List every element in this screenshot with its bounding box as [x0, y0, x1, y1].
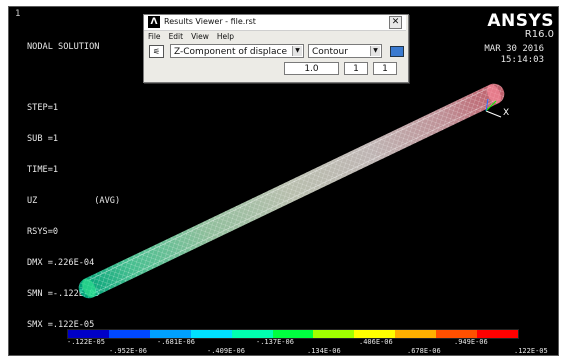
legend-label-bottom-4: .122E-05	[514, 347, 548, 355]
info-line-9: SMX =.122E-05	[27, 319, 95, 330]
legend-band	[436, 330, 478, 338]
rod-body	[78, 83, 505, 299]
info-line-2: STEP=1	[27, 103, 59, 114]
legend-band	[231, 330, 273, 338]
legend-label-top-4: .949E-06	[454, 338, 488, 346]
legend-band	[477, 330, 518, 338]
dialog-title-bar[interactable]: Λ Results Viewer - file.rst ✕	[144, 15, 406, 31]
coordinate-triad: X	[485, 98, 509, 118]
chevron-down-icon: ▼	[370, 46, 380, 56]
solution-info: NODAL SOLUTION STEP=1 SUB =1 TIME=1 UZ (…	[27, 21, 120, 351]
menu-view[interactable]: View	[191, 32, 209, 41]
ansys-logo-text: ANSYS	[487, 11, 554, 31]
timestamp: MAR 30 2016 15:14:03	[484, 44, 544, 66]
legend-label-top-1: -.681E-06	[157, 338, 195, 346]
result-item-select[interactable]: Z-Component of displace ▼	[170, 44, 304, 58]
substep-field[interactable]: 1	[373, 62, 397, 75]
legend-band	[190, 330, 232, 338]
plot-type-select[interactable]: Contour ▼	[308, 44, 382, 58]
plot-type-value: Contour	[312, 47, 348, 57]
set-field[interactable]: 1	[344, 62, 368, 75]
results-viewer-dialog[interactable]: Λ Results Viewer - file.rst ✕ File Edit …	[143, 14, 409, 83]
legend-band	[108, 330, 150, 338]
time-label: 15:14:03	[500, 55, 544, 65]
legend-band	[149, 330, 191, 338]
legend-band	[395, 330, 437, 338]
info-line-3: SUB =1	[27, 134, 59, 145]
info-line-4: TIME=1	[27, 165, 59, 176]
ansys-icon: Λ	[148, 16, 160, 28]
info-line-0: NODAL SOLUTION	[27, 41, 100, 52]
cylinder-model: X	[78, 83, 509, 299]
info-line-6: RSYS=0	[27, 226, 59, 237]
legend-band	[313, 330, 355, 338]
info-line-7: DMX =.226E-04	[27, 257, 95, 268]
legend-label-bottom-0: -.952E-06	[109, 347, 147, 355]
legend-label-top-2: -.137E-06	[256, 338, 294, 346]
menu-help[interactable]: Help	[216, 32, 235, 41]
legend-label-bottom-2: .134E-06	[307, 347, 341, 355]
menu-edit[interactable]: Edit	[168, 32, 184, 41]
color-legend-bar	[67, 329, 519, 339]
close-button[interactable]: ✕	[389, 16, 402, 29]
info-line-5: UZ (AVG)	[27, 196, 121, 207]
axis-x-label: X	[503, 108, 509, 118]
menu-file[interactable]: File	[148, 32, 161, 41]
info-line-8: SMN =-.122E-05	[27, 288, 100, 299]
legend-band	[272, 330, 314, 338]
scale-factor-field[interactable]: 1.0	[284, 62, 339, 75]
plot-results-icon[interactable]	[390, 46, 404, 57]
legend-band	[354, 330, 396, 338]
chevron-down-icon: ▼	[292, 46, 302, 56]
dialog-title: Results Viewer - file.rst	[164, 17, 256, 26]
dialog-menubar: File Edit View Help	[148, 32, 234, 41]
legend-label-bottom-1: -.409E-06	[207, 347, 245, 355]
window-number: 1	[15, 9, 21, 19]
legend-label-top-0: -.122E-05	[67, 338, 105, 346]
ruler-icon[interactable]: ⚟	[149, 45, 164, 58]
version-label: R16.0	[524, 29, 554, 40]
legend-label-bottom-3: .678E-06	[407, 347, 441, 355]
legend-label-top-3: .406E-06	[359, 338, 393, 346]
date-label: MAR 30 2016	[484, 44, 544, 54]
legend-band	[68, 330, 109, 338]
result-item-value: Z-Component of displace	[174, 47, 288, 57]
